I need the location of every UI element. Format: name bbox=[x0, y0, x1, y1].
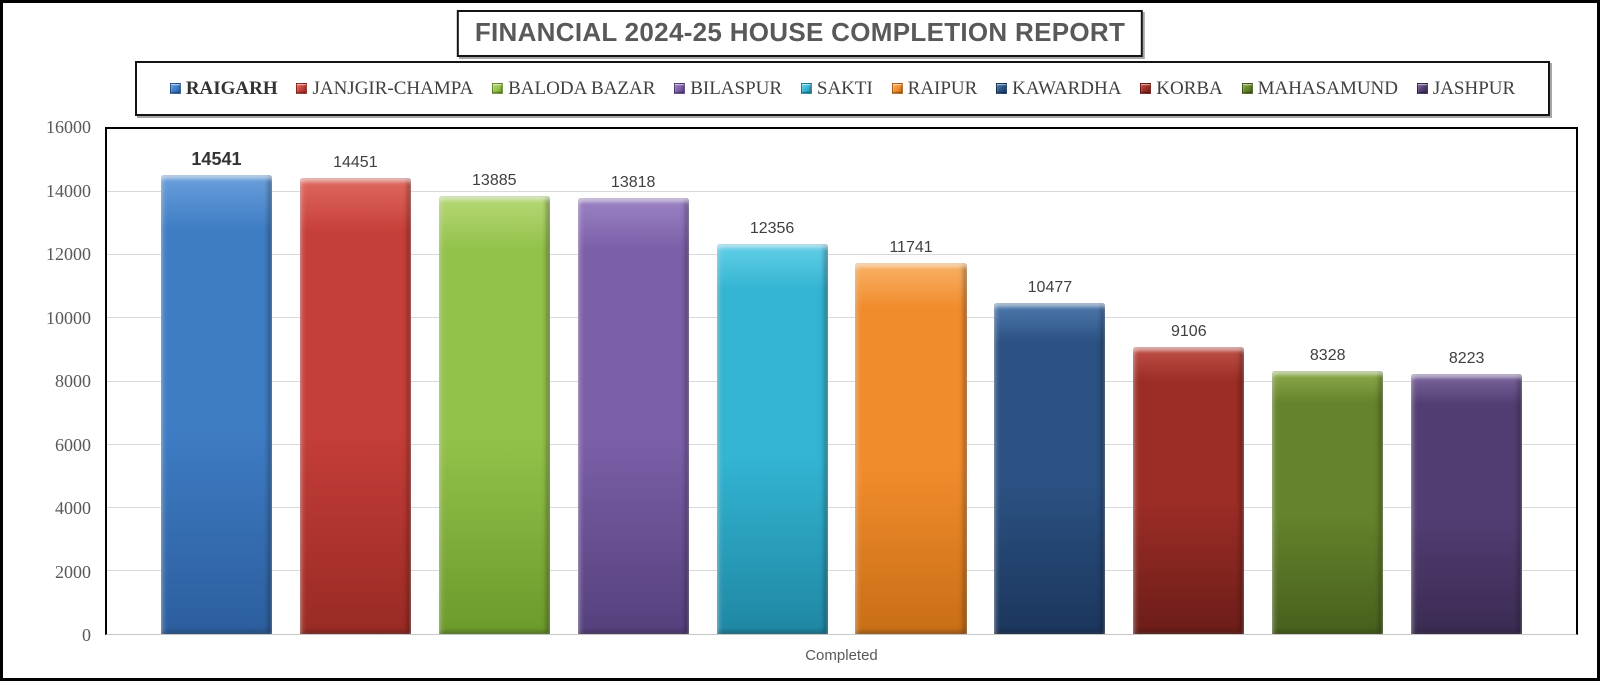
y-axis-tick-label: 16000 bbox=[46, 117, 91, 137]
legend-swatch-icon bbox=[674, 83, 686, 94]
y-axis-tick-label: 0 bbox=[82, 625, 91, 645]
bar-jashpur[interactable] bbox=[1411, 374, 1523, 634]
bar-kawardha[interactable] bbox=[994, 303, 1106, 634]
legend-label: KAWARDHA bbox=[1012, 78, 1122, 99]
bar-raipur[interactable] bbox=[855, 263, 967, 634]
gridline bbox=[107, 317, 1576, 319]
legend-swatch-icon bbox=[1241, 83, 1253, 94]
legend-label: MAHASAMUND bbox=[1257, 78, 1398, 99]
bar-cell-bilaspur: 13818 bbox=[564, 129, 703, 634]
bar-cell-korba: 9106 bbox=[1119, 129, 1258, 634]
y-axis: 0 2000 4000 6000 8000 10000 12000 14000 16000 bbox=[3, 118, 97, 644]
gridline bbox=[107, 569, 1576, 571]
legend-label: RAIPUR bbox=[907, 78, 978, 99]
legend-item-sakti[interactable]: SAKTI bbox=[800, 78, 873, 99]
legend-item-mahasamund[interactable]: MAHASAMUND bbox=[1241, 78, 1398, 99]
y-axis-tick-label: 10000 bbox=[46, 307, 91, 328]
legend-swatch-icon bbox=[1140, 83, 1152, 94]
gridline bbox=[107, 443, 1576, 445]
bar-value-label: 10477 bbox=[1027, 279, 1073, 297]
bars-container: 14541 14451 13885 13818 12356 11741 10477 9106 8… bbox=[107, 129, 1576, 634]
bar-mahasamund[interactable] bbox=[1272, 371, 1384, 634]
legend-item-baloda-bazar[interactable]: BALODA BAZAR bbox=[492, 79, 655, 98]
bar-value-label: 8223 bbox=[1448, 350, 1485, 368]
chart-title: FINANCIAL 2024-25 HOUSE COMPLETION REPOR… bbox=[474, 17, 1126, 47]
legend-swatch-icon bbox=[169, 83, 181, 94]
x-axis-label: Completed bbox=[805, 647, 878, 664]
chart-legend: RAIGARH JANJGIR-CHAMPA BALODA BAZAR BILASPU… bbox=[135, 61, 1550, 116]
bar-cell-kawardha: 10477 bbox=[980, 129, 1119, 634]
gridline bbox=[107, 254, 1576, 256]
legend-item-jashpur[interactable]: JASHPUR bbox=[1416, 78, 1516, 99]
y-axis-tick-label: 6000 bbox=[55, 434, 91, 455]
legend-item-korba[interactable]: KORBA bbox=[1140, 79, 1223, 98]
y-axis-tick-label: 2000 bbox=[55, 561, 91, 582]
legend-swatch-icon bbox=[891, 83, 903, 94]
bar-value-label: 11741 bbox=[889, 239, 933, 257]
legend-item-raipur[interactable]: RAIPUR bbox=[891, 78, 978, 99]
bar-sakti[interactable] bbox=[716, 244, 828, 634]
bar-value-label: 8328 bbox=[1309, 347, 1346, 365]
y-axis-tick-label: 4000 bbox=[55, 498, 91, 518]
plot-area: 14541 14451 13885 13818 12356 11741 10477 9106 8… bbox=[105, 127, 1578, 635]
bar-value-label: 12356 bbox=[749, 220, 795, 238]
gridline bbox=[107, 380, 1576, 382]
bar-value-label: 14541 bbox=[191, 149, 242, 170]
gridline bbox=[107, 506, 1576, 508]
legend-label: BILASPUR bbox=[690, 78, 783, 99]
bar-cell-janjgir-champa: 14451 bbox=[286, 129, 425, 634]
y-axis-tick-label: 8000 bbox=[55, 371, 91, 391]
legend-item-bilaspur[interactable]: BILASPUR bbox=[674, 79, 782, 98]
bar-cell-raipur: 11741 bbox=[842, 129, 981, 634]
legend-item-raigarh[interactable]: RAIGARH bbox=[169, 78, 278, 99]
legend-swatch-icon bbox=[492, 83, 504, 94]
legend-label: JANJGIR-CHAMPA bbox=[312, 78, 474, 99]
bar-value-label: 14451 bbox=[333, 153, 378, 171]
legend-swatch-icon bbox=[296, 83, 308, 94]
chart-title-box: FINANCIAL 2024-25 HOUSE COMPLETION REPOR… bbox=[456, 10, 1144, 57]
bar-baloda-bazar[interactable] bbox=[438, 195, 550, 634]
legend-item-kawardha[interactable]: KAWARDHA bbox=[996, 79, 1121, 98]
legend-label: RAIGARH bbox=[185, 78, 278, 99]
y-axis-tick-label: 12000 bbox=[46, 244, 91, 264]
legend-swatch-icon bbox=[1416, 83, 1428, 94]
y-axis-tick-label: 14000 bbox=[46, 180, 91, 201]
bar-bilaspur[interactable] bbox=[577, 197, 689, 634]
legend-label: KORBA bbox=[1156, 78, 1223, 99]
legend-label: BALODA BAZAR bbox=[508, 78, 656, 99]
bar-raigarh[interactable] bbox=[160, 175, 273, 634]
bar-cell-baloda-bazar: 13885 bbox=[425, 129, 564, 634]
bar-cell-mahasamund: 8328 bbox=[1258, 129, 1397, 634]
bar-cell-sakti: 12356 bbox=[703, 129, 842, 634]
bar-janjgir-champa[interactable] bbox=[299, 177, 411, 634]
bar-cell-jashpur: 8223 bbox=[1397, 129, 1536, 634]
bar-value-label: 9106 bbox=[1171, 322, 1207, 340]
legend-swatch-icon bbox=[800, 83, 812, 94]
bar-value-label: 13818 bbox=[610, 173, 656, 191]
gridline bbox=[107, 191, 1576, 193]
legend-item-janjgir-champa[interactable]: JANJGIR-CHAMPA bbox=[296, 79, 473, 98]
bar-korba[interactable] bbox=[1133, 346, 1245, 634]
legend-label: SAKTI bbox=[816, 78, 873, 99]
bar-cell-raigarh: 14541 bbox=[147, 129, 286, 634]
legend-label: JASHPUR bbox=[1432, 78, 1516, 99]
bar-value-label: 13885 bbox=[472, 171, 517, 189]
legend-swatch-icon bbox=[996, 83, 1008, 94]
